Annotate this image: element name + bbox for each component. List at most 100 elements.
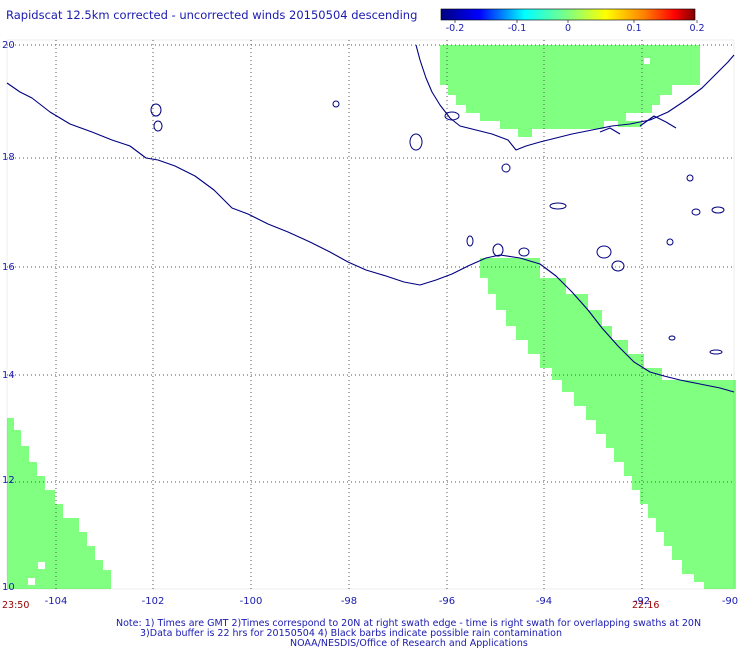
island-outline — [666, 238, 674, 246]
swath-cell — [648, 504, 736, 518]
time-label-right: 22:16 — [632, 600, 660, 611]
swath-cell — [496, 294, 588, 310]
swath-gap — [38, 562, 45, 569]
lon-tick-label: -102 — [142, 596, 165, 607]
coastline-layer — [6, 44, 735, 393]
map-title: Rapidscat 12.5km corrected - uncorrected… — [6, 8, 418, 22]
swath-cell — [516, 326, 612, 340]
coastline — [599, 127, 621, 135]
colorbar-tick-label: 0.2 — [689, 23, 704, 34]
swath-layer — [7, 45, 736, 589]
swath-cell — [7, 418, 14, 430]
lat-tick-label: 14 — [2, 370, 15, 381]
swath-cell — [488, 278, 566, 294]
swath-cell — [7, 532, 87, 546]
island-outline — [501, 163, 511, 173]
swath-cell — [480, 113, 626, 121]
island-outline — [549, 202, 567, 210]
colorbar-tick-label: 0 — [565, 23, 571, 34]
swath-cell — [500, 121, 604, 129]
swath-cell — [672, 546, 736, 560]
swath-cell — [456, 95, 660, 105]
coastline — [6, 82, 735, 393]
swath-cell — [640, 490, 736, 504]
swath-gap — [644, 58, 650, 64]
island-outline — [153, 120, 163, 132]
swath-cell — [664, 532, 736, 546]
swath-cell — [614, 448, 736, 462]
swath-cell — [466, 105, 652, 113]
swath-cell — [552, 368, 662, 380]
lon-tick-label: -100 — [240, 596, 263, 607]
swath-cell — [7, 462, 37, 476]
island-outline — [611, 260, 625, 272]
lon-tick-label: -94 — [536, 596, 552, 607]
island-outline — [150, 103, 162, 117]
lon-tick-label: -98 — [341, 596, 357, 607]
swath-cell — [7, 518, 79, 532]
lat-tick-label: 12 — [2, 475, 15, 486]
plot-frame — [6, 39, 735, 590]
swath-cell — [606, 434, 736, 448]
island-outline — [596, 245, 612, 259]
swath-cell — [624, 462, 736, 476]
swath-cell — [518, 129, 532, 137]
lat-tick-label: 18 — [2, 152, 15, 163]
swath-cell — [574, 392, 736, 406]
island-outline — [668, 335, 676, 341]
swath-cell — [656, 518, 736, 532]
swath-cell — [540, 354, 644, 368]
swath-cell — [7, 560, 103, 570]
swath-cell — [7, 504, 63, 518]
axis-labels: -104 -102 -100 -98 -96 -94 -92 -90 10 12 14 16 18 20 — [2, 40, 738, 607]
lon-tick-label: -92 — [634, 596, 650, 607]
swath-cell — [682, 560, 736, 574]
swath-cell — [7, 476, 45, 490]
island-outline — [709, 349, 723, 355]
swath-cell — [528, 340, 628, 354]
colorbar-tick-label: -0.2 — [446, 23, 465, 34]
lon-tick-label: -96 — [439, 596, 455, 607]
swath-cell — [704, 582, 736, 589]
note-line-1: Note: 1) Times are GMT 2)Times correspon… — [116, 618, 702, 629]
island-outline — [409, 133, 423, 151]
lon-tick-label: -104 — [45, 596, 68, 607]
swath-cell — [694, 574, 736, 582]
time-label-left: 23:50 — [2, 600, 30, 611]
swath-cell — [632, 476, 736, 490]
swath-cell — [586, 406, 736, 420]
swath-cell — [448, 85, 672, 95]
lat-tick-label: 20 — [2, 40, 15, 51]
swath-cell — [7, 570, 111, 589]
colorbar-ticks: -0.2 -0.1 0 0.1 0.2 — [446, 20, 705, 34]
lon-tick-label: -90 — [722, 596, 738, 607]
note-line-3: NOAA/NESDIS/Office of Research and Appli… — [290, 638, 528, 649]
lat-tick-label: 16 — [2, 262, 15, 273]
lat-tick-label: 10 — [2, 582, 15, 593]
note-line-2: 3)Data buffer is 22 hrs for 20150504 4) … — [140, 628, 562, 639]
swath-cell — [7, 430, 21, 446]
coastline — [639, 115, 677, 129]
island-outline — [444, 111, 460, 121]
coastline — [415, 44, 735, 151]
colorbar-tick-label: -0.1 — [508, 23, 527, 34]
island-outline — [466, 235, 474, 247]
swath-cell — [7, 446, 29, 462]
swath-cell — [7, 546, 95, 560]
swath-gap — [28, 578, 35, 585]
colorbar-tick-label: 0.1 — [626, 23, 641, 34]
swath-cell — [506, 310, 602, 326]
island-outline — [711, 206, 725, 214]
swath-cell — [480, 258, 540, 278]
island-outline — [492, 243, 504, 257]
colorbar — [440, 8, 696, 21]
island-outline — [518, 247, 530, 257]
island-outline — [686, 174, 694, 182]
swath-cell — [7, 490, 55, 504]
island-outline — [691, 208, 701, 216]
swath-cell — [440, 45, 700, 85]
island-outline — [332, 100, 340, 108]
swath-cell — [596, 420, 736, 434]
